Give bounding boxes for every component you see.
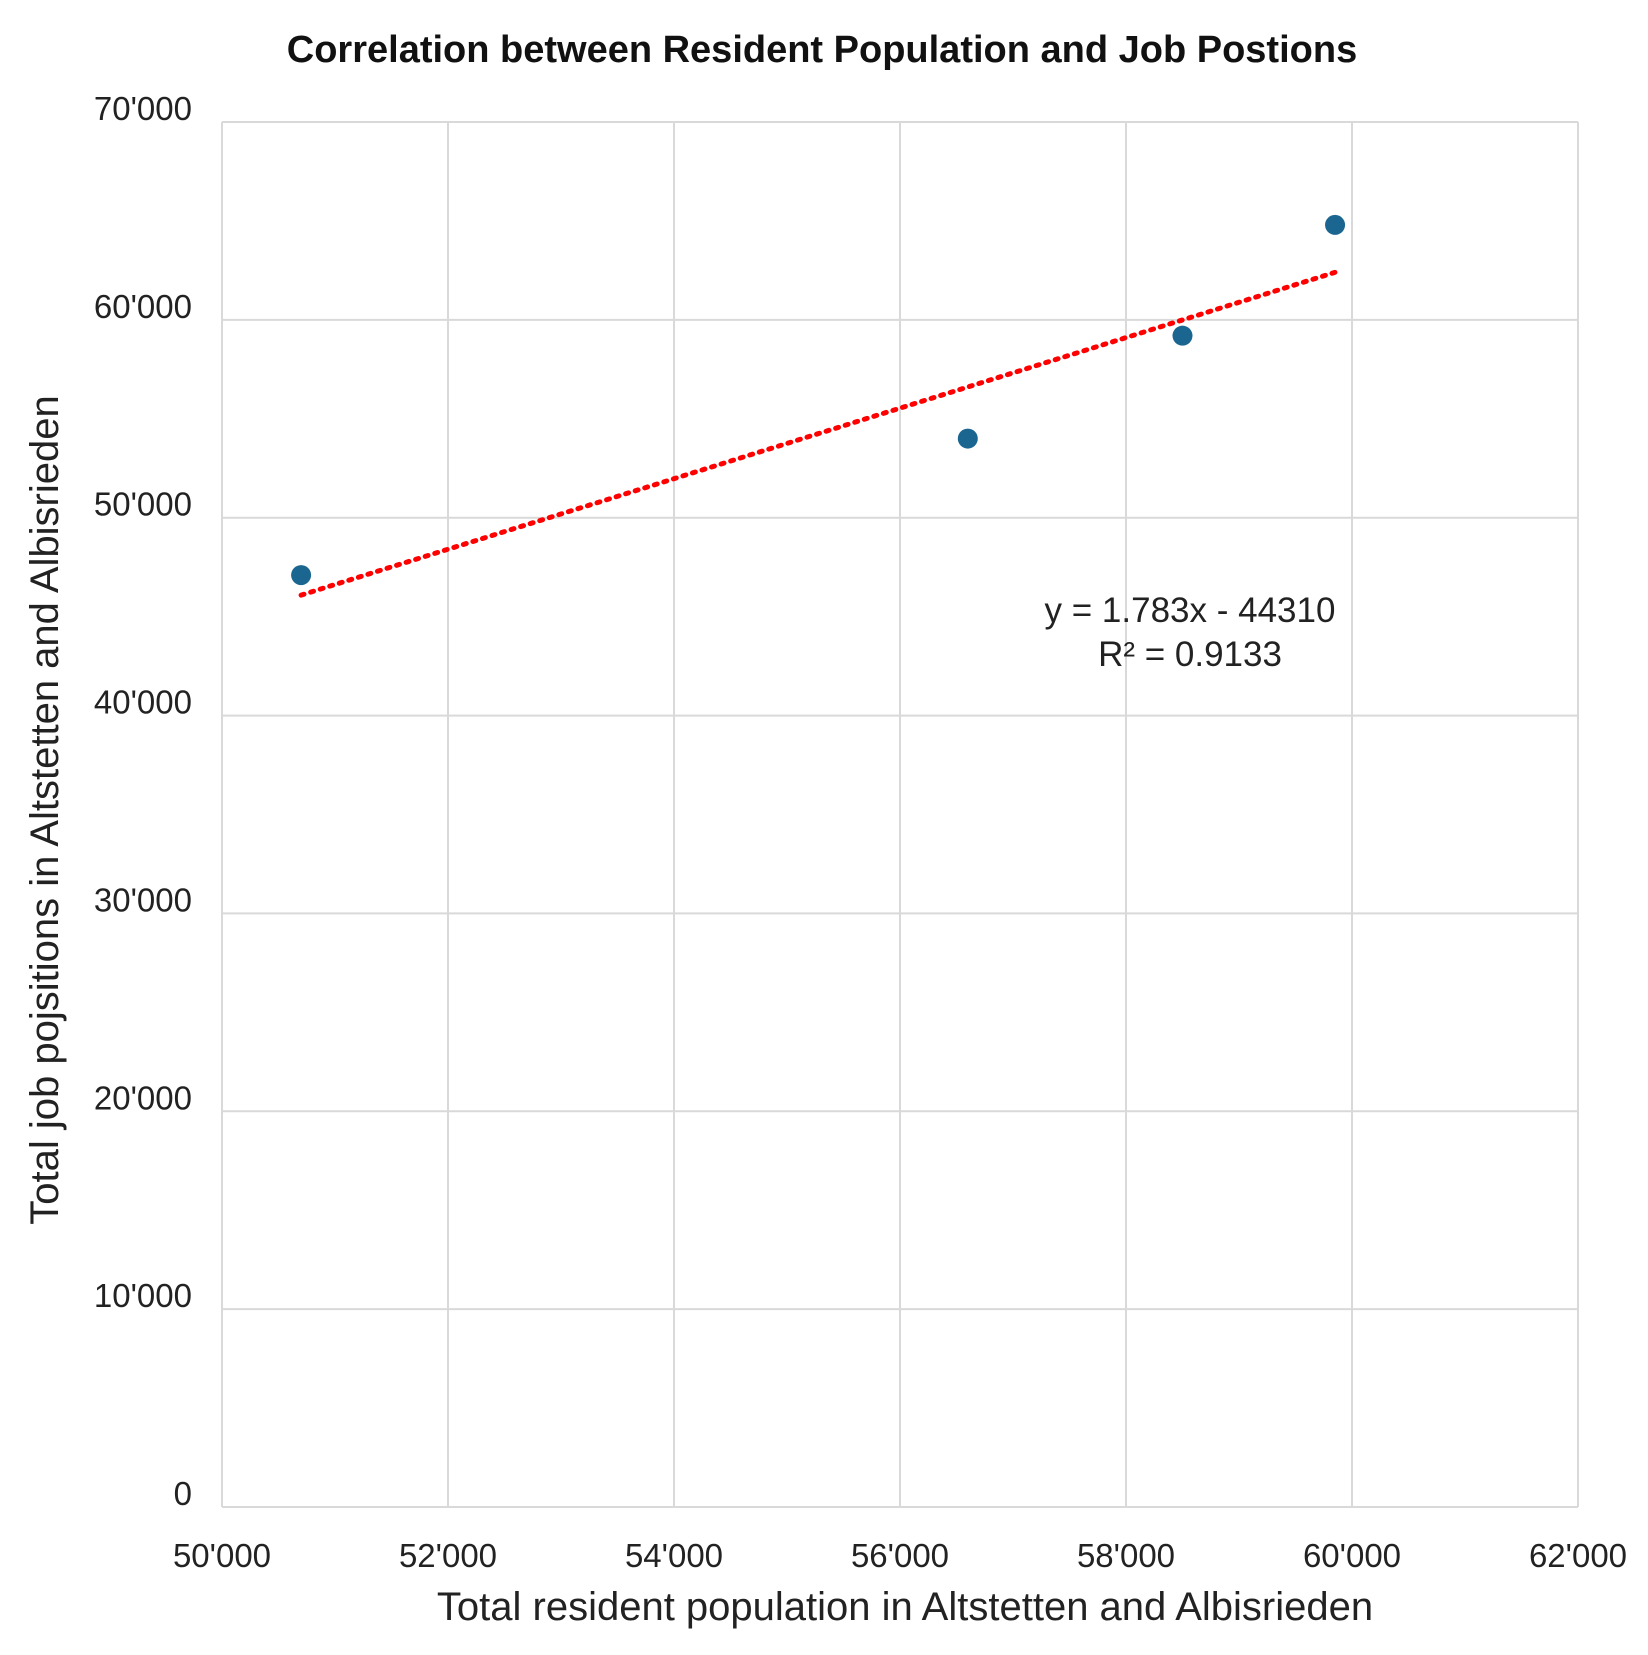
x-tick-label: 58'000 [1077, 1537, 1175, 1574]
y-tick-label: 20'000 [94, 1079, 192, 1116]
data-points [291, 214, 1346, 586]
x-tick-label: 62'000 [1529, 1537, 1627, 1574]
y-tick-label: 50'000 [94, 486, 192, 523]
data-point [291, 565, 312, 586]
data-point [1172, 325, 1193, 346]
x-tick-label: 54'000 [625, 1537, 723, 1574]
x-tick-label: 50'000 [173, 1537, 271, 1574]
gridlines [221, 121, 1579, 1508]
data-point [1325, 214, 1346, 235]
y-tick-label: 10'000 [94, 1277, 192, 1314]
y-axis-label: Total job pojsitions in Altstetten and A… [23, 395, 67, 1224]
y-tick-label: 70'000 [94, 90, 192, 127]
y-tick-label: 40'000 [94, 684, 192, 721]
trendline-r-squared: R² = 0.9133 [1098, 635, 1282, 674]
x-axis-label: Total resident population in Altstetten … [437, 1585, 1373, 1629]
trendline-equation: y = 1.783x - 44310 [1045, 591, 1336, 630]
y-tick-label: 30'000 [94, 881, 192, 918]
tick-labels: 50'000 52'000 54'000 56'000 58'000 60'000 62'0… [94, 90, 1627, 1574]
x-tick-label: 52'000 [399, 1537, 497, 1574]
y-tick-label: 0 [174, 1475, 192, 1512]
y-tick-label: 60'000 [94, 288, 192, 325]
chart-title: Correlation between Resident Population … [287, 29, 1357, 71]
x-tick-label: 56'000 [851, 1537, 949, 1574]
data-point [957, 428, 978, 449]
x-tick-label: 60'000 [1303, 1537, 1401, 1574]
trendline [298, 269, 1338, 598]
